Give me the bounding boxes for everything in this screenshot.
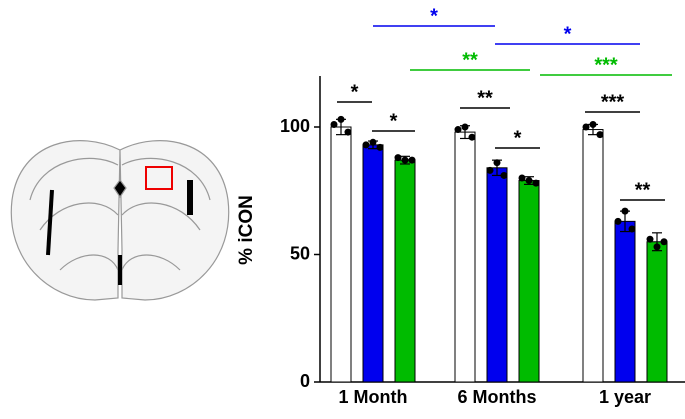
data-point [377,144,384,151]
y-axis-label: % iCON [236,195,257,265]
data-point [526,177,533,184]
bar [455,132,475,382]
data-point [395,154,402,161]
data-point [409,157,416,164]
brain-illustration [11,141,228,300]
data-point [615,218,622,225]
significance-label: ** [462,49,478,71]
significance-label: ** [635,179,651,201]
data-point [629,226,636,233]
bar [519,181,539,382]
x-tick-label: 1 year [599,387,651,407]
data-point [622,208,629,215]
y-tick-label: 50 [290,243,310,263]
data-point [590,121,597,128]
y-tick-label: 0 [300,371,310,391]
significance-label: *** [601,91,625,113]
significance-label: * [390,110,398,132]
data-point [345,129,352,136]
bar [395,160,415,382]
bar [615,221,635,382]
data-point [533,180,540,187]
data-point [661,238,668,245]
data-point [462,124,469,131]
data-point [338,116,345,123]
chart: % iCON 0501001 Month6 Months1 year******… [0,0,685,414]
bar [331,127,351,382]
bar [647,242,667,382]
data-point [370,139,377,146]
significance-label: * [564,23,572,45]
data-point [654,243,661,250]
y-tick-label: 100 [280,116,310,136]
bar [583,130,603,382]
data-point [519,175,526,182]
data-point [647,236,654,243]
data-point [331,121,338,128]
data-point [583,124,590,131]
x-tick-label: 6 Months [458,387,537,407]
data-point [455,126,462,133]
significance-label: * [430,5,438,27]
data-point [501,172,508,179]
data-point [469,134,476,141]
significance-label: ** [477,87,493,109]
bar [363,145,383,382]
data-point [494,159,501,166]
data-point [597,131,604,138]
significance-label: *** [594,54,618,76]
data-point [402,157,409,164]
significance-label: * [351,81,359,103]
data-point [363,141,370,148]
x-tick-label: 1 Month [339,387,408,407]
data-point [487,167,494,174]
significance-label: * [514,127,522,149]
bar [487,168,507,382]
